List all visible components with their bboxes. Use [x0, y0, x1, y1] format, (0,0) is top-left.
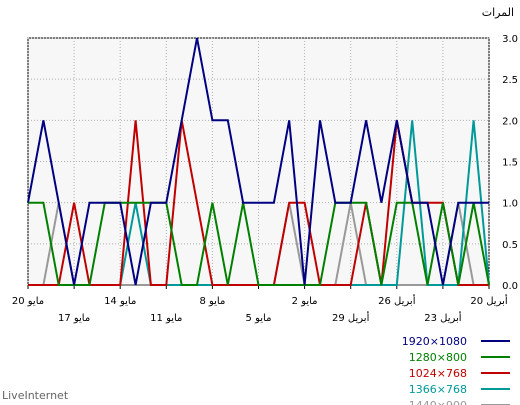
legend-label: 1440×900	[409, 399, 467, 405]
x-tick-label: 14 مايو	[104, 296, 136, 307]
x-tick-label: 8 مايو	[199, 296, 225, 307]
x-axis: 20 مايو 17 مايو 14 مايو 11 مايو 8 مايو 5 مايو…	[12, 285, 508, 324]
y-tick-label: 1.0	[502, 199, 518, 210]
x-tick-label: 20 مايو	[12, 296, 44, 307]
x-tick-label: 29 أبريل	[332, 311, 370, 324]
legend-label: 1920×1080	[402, 335, 467, 348]
x-tick-label: 20 أبريل	[470, 294, 508, 307]
y-tick-label: 2.0	[502, 116, 518, 127]
y-tick-label: 0.5	[502, 240, 518, 251]
x-tick-label: 11 مايو	[150, 313, 182, 324]
legend: 1920×1080 1280×800 1024×768 1366×768 1440×90…	[402, 335, 510, 405]
legend-label: 1024×768	[409, 367, 467, 380]
x-tick-label: 2 مايو	[292, 296, 318, 307]
y-tick-label: 3.0	[502, 34, 518, 45]
y-tick-label: 0.0	[502, 281, 518, 292]
x-tick-label: 26 أبريل	[378, 294, 416, 307]
series-lines	[27, 37, 490, 286]
y-tick-label: 1.5	[502, 158, 518, 169]
series-line-1920×1080	[27, 37, 489, 286]
chart-title: المرات	[482, 6, 514, 19]
legend-label: 1366×768	[409, 383, 467, 396]
y-axis: 0.0 0.5 1.0 1.5 2.0 2.5 3.0	[502, 34, 518, 292]
x-tick-label: 23 أبريل	[424, 311, 462, 324]
legend-label: 1280×800	[409, 351, 467, 364]
x-tick-label: 17 مايو	[58, 313, 90, 324]
brand-label: LiveInternet	[2, 389, 69, 402]
x-tick-label: 5 مايو	[246, 313, 272, 324]
y-tick-label: 2.5	[502, 75, 518, 86]
